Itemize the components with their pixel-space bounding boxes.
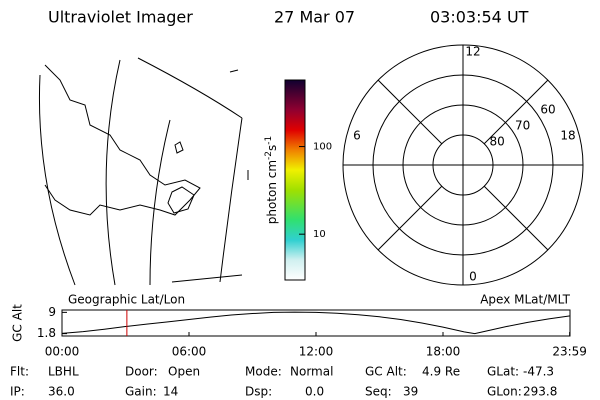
label-sup: -1 (264, 136, 274, 145)
field-label: GLon: (487, 385, 522, 399)
label-part: photon cm (265, 160, 279, 224)
field-value: 293.8 (523, 385, 557, 399)
field-value: 0.0 (305, 385, 324, 399)
diag-line (483, 185, 549, 251)
field-label: Gain: (125, 385, 157, 399)
lat-label: 80 (490, 134, 505, 148)
field-label: GLat: (487, 365, 519, 379)
field-label: IP: (10, 385, 25, 399)
x-tick-label: 00:00 (45, 345, 80, 359)
x-tick-label: 12:00 (299, 345, 334, 359)
field-value: 14 (163, 385, 178, 399)
mlt-label: 0 (469, 270, 477, 284)
label-sup: -2 (264, 151, 274, 160)
field-label: GC Alt: (365, 365, 407, 379)
mlt-label: 6 (353, 129, 361, 143)
y-tick-label: 9 (48, 305, 56, 319)
mlt-label: 18 (560, 129, 575, 143)
right-label: Apex MLat/MLT (480, 293, 570, 307)
mlt-label: 12 (465, 45, 480, 59)
footer: Flt: LBHL IP: 36.0 Door: Open Gain: 14 Mode: Norm… (10, 365, 557, 399)
diag-line (377, 79, 443, 145)
diag-line (377, 185, 443, 251)
field-value: Open (168, 365, 200, 379)
field-label: Flt: (10, 365, 29, 379)
y-tick-label: 1.8 (37, 326, 56, 340)
time: 03:03:54 UT (430, 8, 529, 27)
lat-label: 60 (540, 103, 555, 117)
field-value: LBHL (48, 365, 79, 379)
x-tick-label: 06:00 (172, 345, 207, 359)
field-value: 4.9 Re (422, 365, 460, 379)
field-label: Dsp: (245, 385, 272, 399)
label-part: s (265, 145, 279, 151)
y-axis-label: GC Alt (11, 304, 25, 342)
x-tick-label: 18:00 (426, 345, 461, 359)
x-tick-label: 23:59 (552, 345, 587, 359)
colorbar (284, 79, 306, 281)
date: 27 Mar 07 (274, 8, 355, 27)
field-value: 39 (403, 385, 418, 399)
field-label: Door: (125, 365, 158, 379)
field-value: Normal (290, 365, 333, 379)
map (38, 57, 249, 286)
altitude-line (61, 311, 571, 335)
field-label: Seq: (365, 385, 392, 399)
field-label: Mode: (245, 365, 282, 379)
lat-label: 70 (515, 119, 530, 133)
field-value: -47.3 (523, 365, 554, 379)
colorbar-label: photon cm-2s-1 (264, 136, 279, 225)
colorbar-tick-label: 10 (313, 229, 326, 240)
title: Ultraviolet Imager (48, 8, 193, 27)
diag-line (483, 79, 549, 145)
altitude-chart: GC Alt Geographic Lat/Lon Apex MLat/MLT 1.8… (11, 293, 587, 359)
colorbar-tick-label: 100 (313, 142, 332, 153)
left-label: Geographic Lat/Lon (68, 293, 185, 307)
field-value: 36.0 (48, 385, 75, 399)
